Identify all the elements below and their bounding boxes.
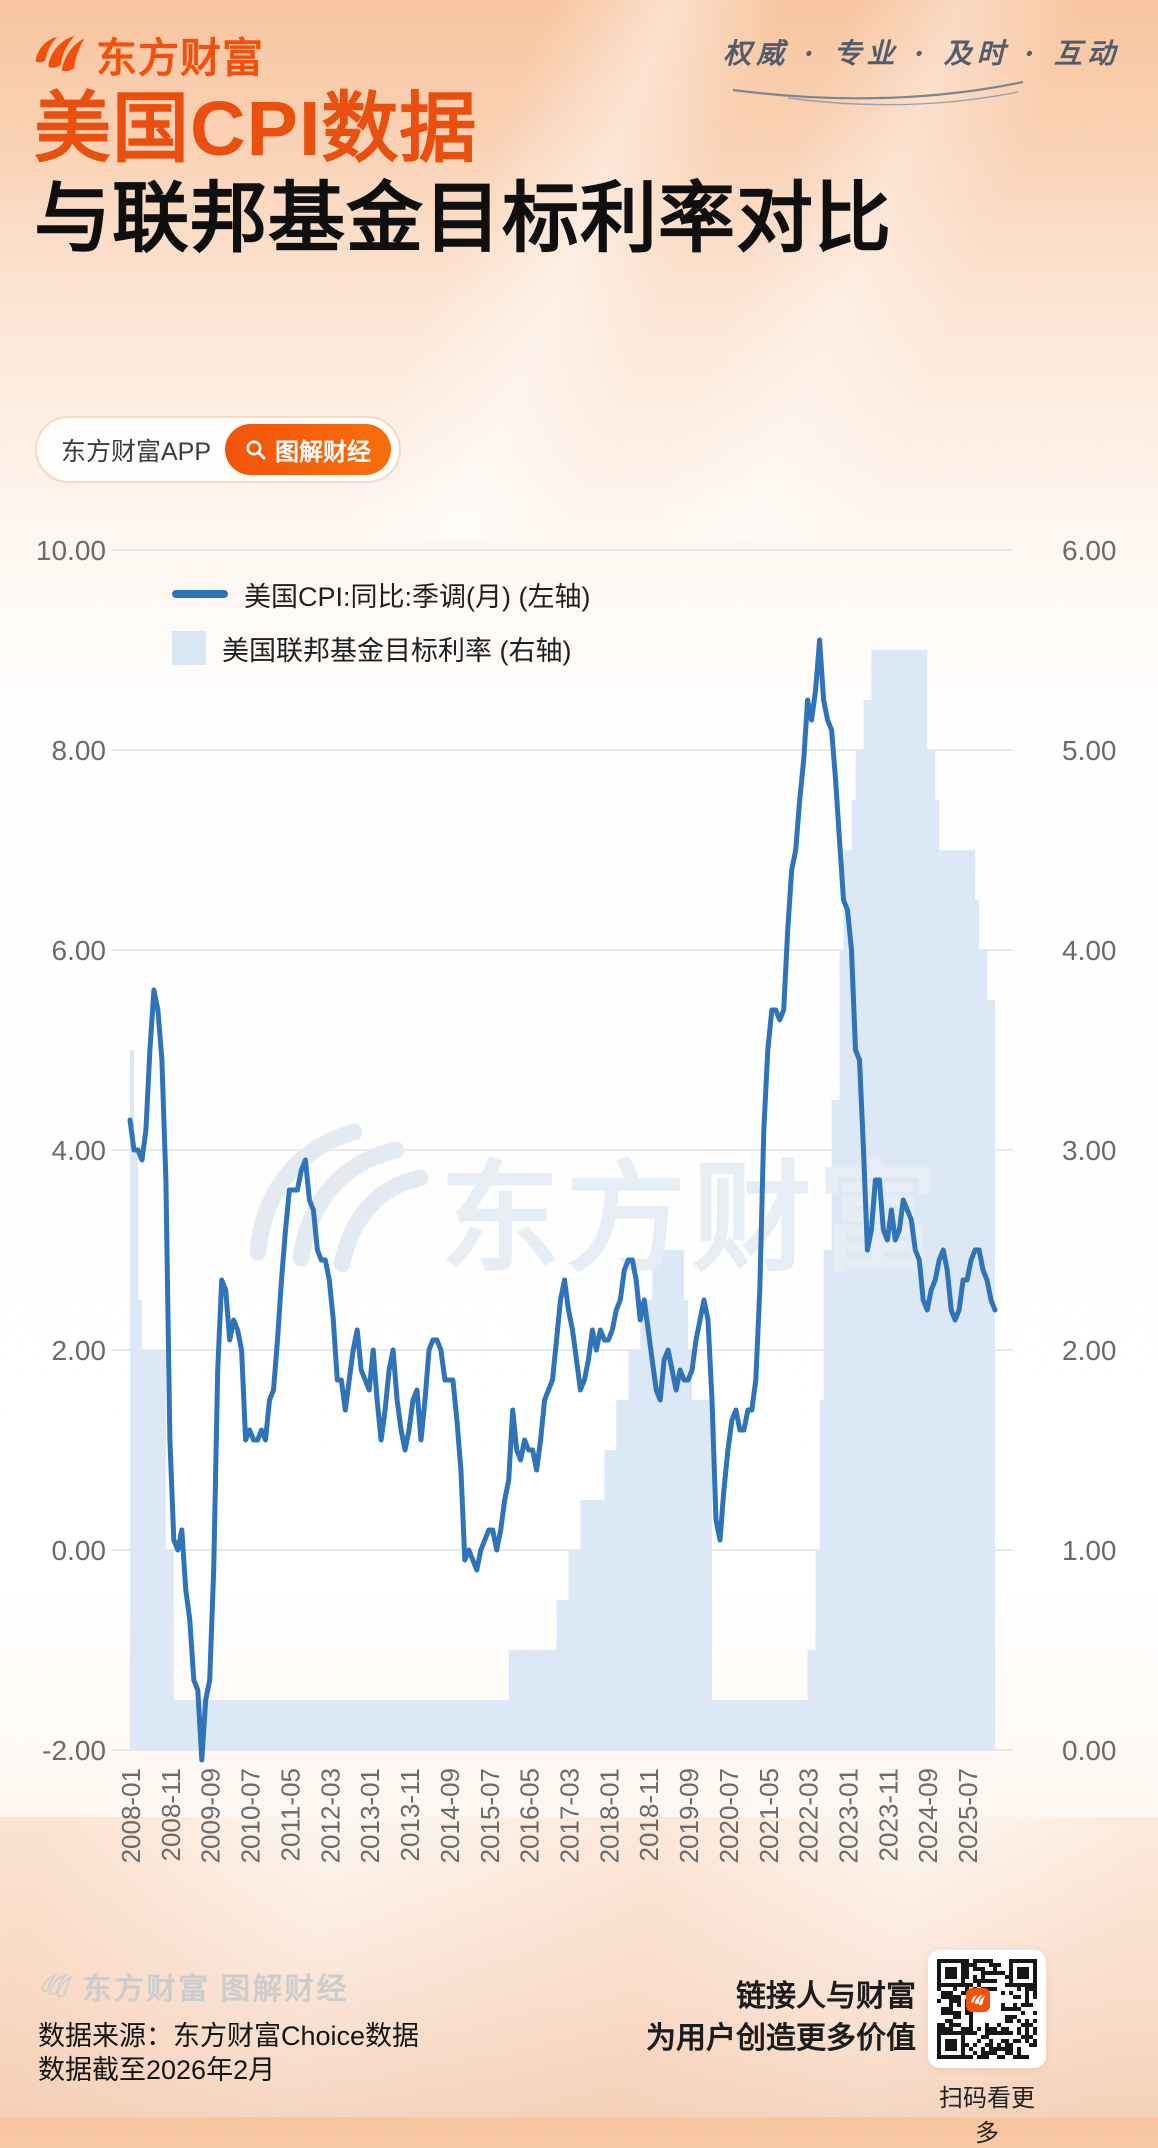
footer-brand-watermark: 东方财富 图解财经	[40, 1964, 348, 2008]
x-axis-label: 2008-01	[116, 1768, 146, 1863]
x-axis-label: 2024-09	[913, 1768, 943, 1863]
legend-line-swatch	[172, 590, 228, 598]
watermark-logo-icon	[249, 1123, 363, 1261]
app-badge-label: 东方财富APP	[61, 437, 212, 466]
footer-slogan: 链接人与财富 为用户创造更多价值	[0, 1976, 916, 2060]
y-axis-label-right: 0.00	[1062, 1735, 1117, 1766]
y-axis-label-left: 0.00	[52, 1535, 107, 1566]
slogan-line1: 链接人与财富	[736, 1980, 916, 2013]
data-source-line: 数据来源：东方财富Choice数据	[38, 2021, 420, 2051]
x-axis-label: 2013-01	[355, 1768, 385, 1863]
x-axis-label: 2008-11	[156, 1768, 186, 1862]
x-axis-label: 2025-07	[953, 1768, 983, 1863]
x-axis-label: 2020-07	[714, 1768, 744, 1863]
y-axis-label-left: 4.00	[52, 1135, 107, 1166]
qr-code-pattern	[937, 1959, 1037, 2059]
chart-legend: 美国CPI:同比:季调(月) (左轴) 美国联邦基金目标利率 (右轴)	[172, 576, 590, 684]
x-axis-label: 2021-05	[754, 1768, 784, 1863]
x-axis-label: 2010-07	[236, 1768, 266, 1863]
x-axis-label: 2023-11	[873, 1768, 903, 1862]
x-axis-label: 2013-11	[395, 1768, 425, 1862]
search-icon	[246, 440, 266, 459]
x-axis-label: 2009-09	[196, 1768, 226, 1863]
y-axis-label-right: 2.00	[1062, 1335, 1117, 1366]
x-axis-label: 2022-03	[794, 1768, 824, 1863]
watermark-logo-icon	[292, 1141, 405, 1267]
fed-rate-area	[130, 650, 995, 1750]
slogan-line2: 为用户创造更多价值	[646, 2022, 916, 2055]
column-badge-button[interactable]: 图解财经	[225, 424, 392, 475]
app-badge: 东方财富APP 图解财经	[35, 416, 402, 483]
y-axis-label-left: 6.00	[52, 935, 107, 966]
qr-code	[928, 1950, 1046, 2068]
header: 东方财富 权威 · 专业 · 及时 · 互动	[32, 20, 1124, 106]
tagline-swoosh-lines	[732, 80, 1024, 106]
legend-area-swatch	[172, 631, 206, 665]
x-axis-label: 2017-03	[555, 1768, 585, 1863]
x-axis-label: 2018-01	[594, 1768, 624, 1863]
cpi-line	[127, 637, 998, 1763]
x-axis-label: 2019-09	[674, 1768, 704, 1863]
watermark-logo-icon	[333, 1169, 429, 1273]
x-axis-label: 2023-01	[834, 1768, 864, 1863]
y-axis-label-left: -2.00	[42, 1735, 106, 1766]
x-axis-label: 2014-09	[435, 1768, 465, 1863]
x-axis-label: 2012-03	[315, 1768, 345, 1863]
footer-brand-text: 东方财富 图解财经	[82, 1973, 349, 2006]
page-title-line2: 与联邦基金目标利率对比	[34, 176, 892, 262]
x-axis-label: 2011-05	[275, 1768, 305, 1862]
legend-item-fed-area[interactable]: 美国联邦基金目标利率 (右轴)	[172, 630, 590, 666]
y-axis-label-right: 1.00	[1062, 1535, 1117, 1566]
legend-item-cpi-line[interactable]: 美国CPI:同比:季调(月) (左轴)	[172, 576, 590, 612]
x-axis-label: 2018-11	[634, 1768, 664, 1862]
y-axis-label-left: 8.00	[52, 735, 107, 766]
data-cutoff-line: 数据截至2026年2月	[38, 2055, 276, 2085]
legend-fed-label: 美国联邦基金目标利率 (右轴)	[222, 635, 572, 666]
x-axis-label: 2015-07	[475, 1768, 505, 1863]
legend-cpi-label: 美国CPI:同比:季调(月) (左轴)	[244, 581, 591, 612]
y-axis-label-left: 10.00	[36, 535, 106, 566]
y-axis-label-right: 6.00	[1062, 535, 1117, 566]
brand-name: 东方财富	[96, 35, 264, 81]
qr-center-logo-icon	[966, 1988, 990, 2012]
y-axis-label-right: 4.00	[1062, 935, 1117, 966]
qr-caption: 扫码看更多	[939, 2085, 1035, 2147]
chart-watermark: 东方财富	[440, 1152, 944, 1286]
y-axis-label-left: 2.00	[52, 1335, 107, 1366]
footer-brand-logo-icon	[41, 1973, 72, 1998]
column-badge-label: 图解财经	[275, 439, 372, 466]
brand-logo: 东方财富	[32, 24, 264, 84]
brand-logo-icon	[35, 36, 85, 72]
x-axis-label: 2016-05	[515, 1768, 545, 1863]
y-axis-label-right: 5.00	[1062, 735, 1117, 766]
page-title-line1: 美国CPI数据	[34, 86, 478, 172]
poster-title: 美国CPI数据 与联邦基金目标利率对比	[34, 84, 892, 264]
y-axis-label-right: 3.00	[1062, 1135, 1117, 1166]
brand-tagline: 权威 · 专业 · 及时 · 互动	[723, 37, 1120, 70]
